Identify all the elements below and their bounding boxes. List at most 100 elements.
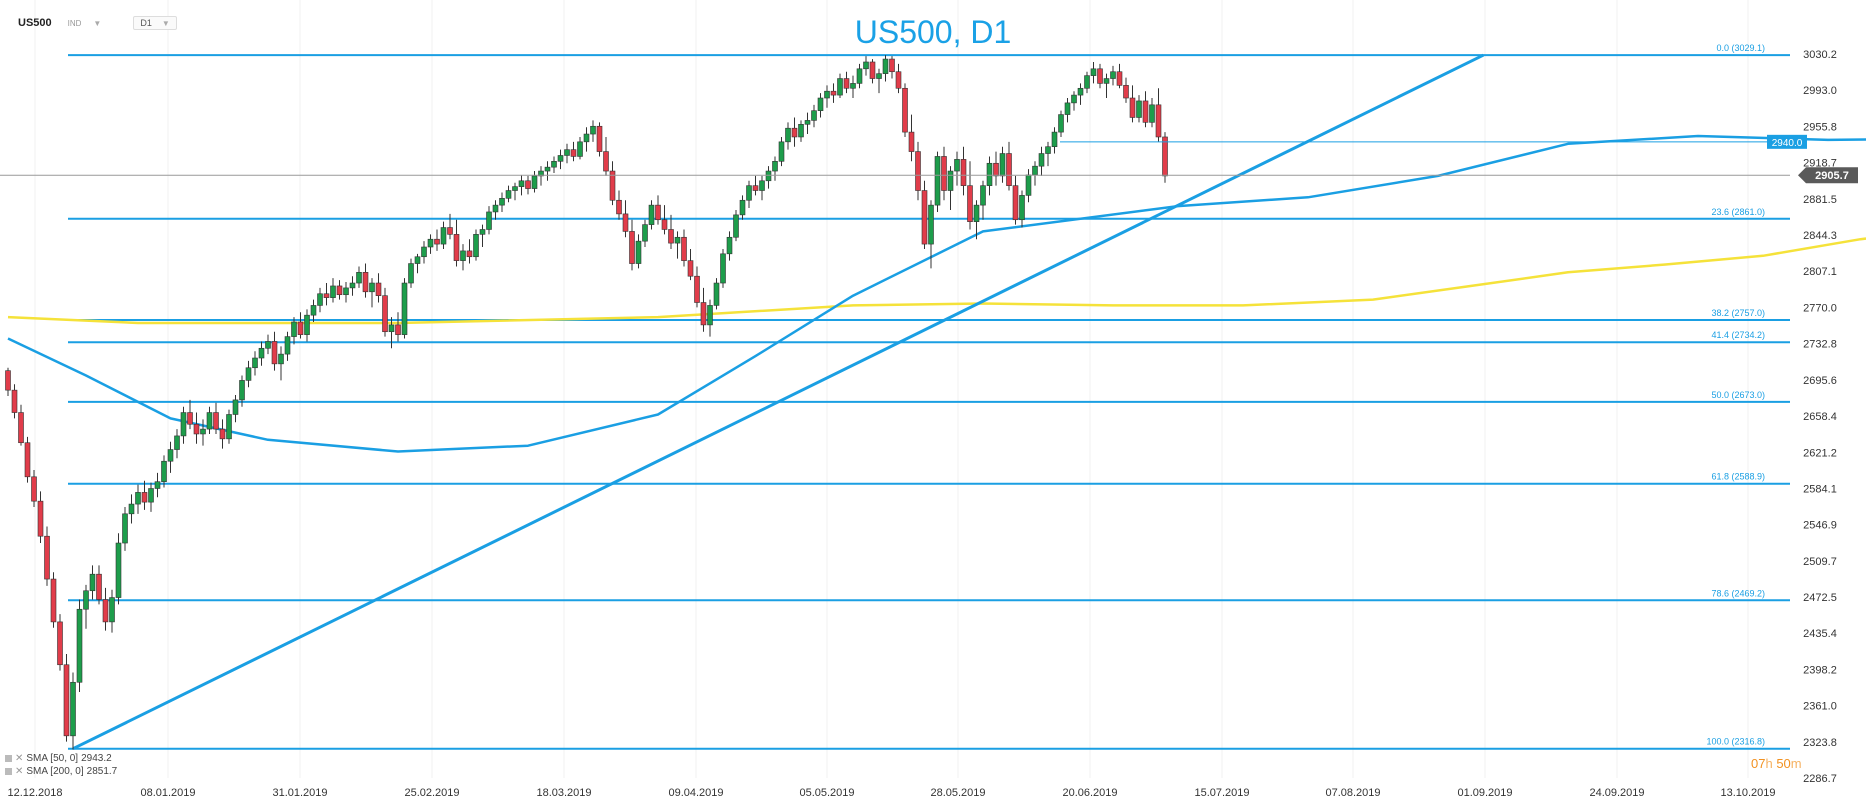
candle-body: [648, 204, 655, 225]
fib-label: 23.6 (2861.0): [1711, 207, 1765, 217]
candle-body: [187, 412, 193, 425]
y-tick-label: 2361.0: [1803, 701, 1837, 713]
candle-body: [206, 412, 213, 430]
candle-body: [564, 149, 570, 156]
candle-body: [70, 681, 76, 737]
x-tick-label: 28.05.2019: [930, 787, 985, 799]
settings-icon[interactable]: [5, 755, 12, 762]
candle-body: [317, 293, 323, 306]
candle-body: [1084, 75, 1090, 89]
candle-body: [193, 423, 200, 435]
candle-body: [817, 97, 824, 111]
y-tick-label: 2621.2: [1803, 447, 1837, 459]
candle-body: [700, 302, 707, 326]
candle-body: [694, 275, 700, 303]
candle-body: [674, 236, 681, 244]
candle-body: [239, 380, 245, 401]
candle-body: [570, 149, 577, 157]
candle-body: [791, 127, 798, 138]
candle-body: [804, 120, 811, 125]
timeframe-select[interactable]: D1 ▼: [133, 16, 177, 30]
candle-body: [1129, 97, 1136, 118]
legend-item-sma200[interactable]: ✕ SMA [200, 0] 2851.7: [5, 765, 117, 778]
candle-body: [76, 608, 83, 683]
y-tick-label: 2770.0: [1803, 302, 1837, 314]
candle-body: [1064, 102, 1071, 115]
candle-body: [1045, 146, 1051, 154]
candle-body: [661, 219, 668, 230]
candle-body: [726, 236, 733, 255]
y-tick-label: 2286.7: [1803, 773, 1837, 785]
candle-body: [466, 250, 473, 258]
candle-body: [50, 578, 57, 623]
x-tick-label: 09.04.2019: [668, 787, 723, 799]
candle-body: [57, 621, 63, 666]
candle-body: [343, 287, 349, 296]
close-icon[interactable]: ✕: [15, 753, 24, 764]
candle-body: [609, 170, 616, 201]
y-tick-label: 2881.5: [1803, 194, 1837, 206]
symbol-label[interactable]: US500: [18, 17, 52, 29]
candle-body: [1006, 153, 1012, 186]
candle-body: [297, 321, 304, 335]
candle-body: [375, 282, 382, 296]
chevron-down-icon[interactable]: ▼: [93, 18, 102, 28]
candle-body: [24, 442, 31, 478]
price-markers: 2940.0 2905.7: [0, 134, 1858, 184]
candle-countdown: 07h 50m: [1751, 756, 1802, 771]
candle-body: [973, 204, 980, 222]
y-tick-label: 2509.7: [1803, 556, 1837, 568]
candle-body: [1136, 100, 1142, 118]
instrument-type-badge: IND: [67, 18, 82, 28]
candle-body: [330, 285, 336, 298]
candle-body: [980, 185, 986, 206]
y-tick-label: 2955.8: [1803, 121, 1837, 133]
candle-body: [752, 185, 759, 191]
candle-body: [213, 412, 219, 430]
candle-body: [882, 58, 889, 74]
x-tick-label: 12.12.2018: [7, 787, 62, 799]
axes: 12.12.2018 08.01.2019 31.01.2019 25.02.2019…: [7, 49, 1836, 799]
close-icon[interactable]: ✕: [15, 766, 24, 777]
candle-body: [986, 162, 993, 186]
candle-body: [635, 240, 642, 264]
candle-body: [856, 68, 863, 84]
candle-body: [1090, 68, 1097, 76]
y-tick-label: 2472.5: [1803, 592, 1837, 604]
candle-body: [31, 476, 37, 502]
candle-body: [109, 597, 115, 623]
legend-value: 2851.7: [86, 766, 118, 777]
y-tick-label: 2844.3: [1803, 230, 1837, 242]
legend-item-sma50[interactable]: ✕ SMA [50, 0] 2943.2: [5, 752, 117, 765]
candle-body: [63, 664, 70, 737]
candle-body: [336, 285, 343, 296]
candle-body: [889, 58, 895, 73]
grid: [34, 0, 1749, 778]
y-tick-label: 2918.7: [1803, 158, 1837, 170]
candle-body: [369, 282, 375, 293]
countdown-hours: 07: [1751, 756, 1766, 771]
candle-body: [5, 370, 11, 391]
candle-body: [668, 229, 674, 244]
candle-body: [837, 78, 843, 96]
y-tick-label: 2398.2: [1803, 664, 1837, 676]
candle-body: [830, 90, 837, 96]
candle-body: [590, 125, 596, 135]
candle-body: [759, 180, 765, 191]
candle-body: [83, 590, 89, 610]
settings-icon[interactable]: [5, 768, 12, 775]
candle-body: [967, 185, 973, 222]
fib-label: 41.4 (2734.2): [1711, 330, 1765, 340]
candle-body: [291, 321, 297, 337]
price-line-badge: [1767, 134, 1807, 149]
price-line-label: 2940.0: [1772, 138, 1803, 149]
candle-body: [1155, 104, 1162, 138]
candle-body: [1077, 87, 1084, 96]
candle-body: [960, 159, 967, 186]
candle-body: [414, 256, 421, 264]
x-tick-label: 15.07.2019: [1194, 787, 1249, 799]
candle-body: [577, 141, 583, 157]
x-tick-label: 25.02.2019: [404, 787, 459, 799]
candle-body: [408, 263, 414, 284]
